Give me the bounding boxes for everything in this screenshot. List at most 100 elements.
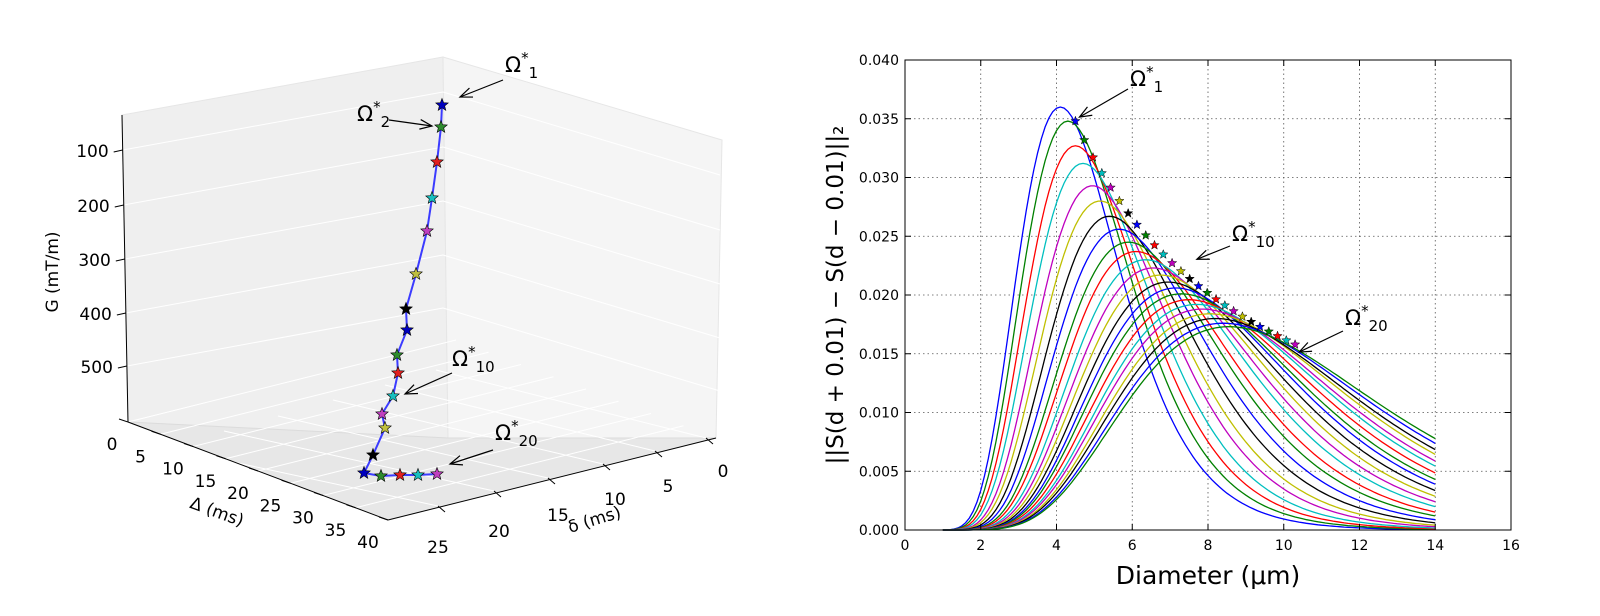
optimal-marker xyxy=(1149,239,1160,250)
x-tick-label-2d: 0 xyxy=(901,538,910,554)
optimal-marker xyxy=(1219,299,1231,310)
optimal-marker xyxy=(1263,325,1274,336)
y-tick-label: 0 xyxy=(107,435,118,455)
annotations-2d: Ω*1 Ω*10 Ω*20 xyxy=(1078,63,1388,353)
peak-markers-2d xyxy=(1070,115,1301,349)
curve-line xyxy=(942,313,1436,531)
curve-line xyxy=(942,308,1436,531)
optimal-marker xyxy=(1166,257,1178,268)
trajectory-marker xyxy=(430,466,444,480)
y-tick-mark xyxy=(183,443,194,447)
x-tick-label-2d: 6 xyxy=(1128,538,1137,554)
omega-10-label: Ω*10 xyxy=(1232,218,1275,251)
optimal-marker xyxy=(1289,338,1301,349)
y-tick-label: 30 xyxy=(292,509,314,529)
trajectory-marker xyxy=(409,266,423,280)
x-tick-label: 25 xyxy=(427,538,449,558)
x-tick-mark xyxy=(654,450,663,458)
trajectory-marker xyxy=(374,468,388,482)
optimal-marker xyxy=(1070,115,1081,126)
optimal-marker xyxy=(1281,334,1292,345)
curve-line xyxy=(942,215,1436,531)
x-tick-label: 0 xyxy=(718,462,729,482)
grid-x-floor xyxy=(384,384,656,452)
trajectory-marker xyxy=(400,322,414,336)
z-tick-label: 100 xyxy=(76,142,108,162)
optimal-marker xyxy=(1087,151,1099,162)
optimal-marker xyxy=(1237,311,1248,322)
grid-y-floor xyxy=(160,351,489,435)
z-tick-label: 200 xyxy=(77,197,109,217)
z-tick-mark xyxy=(114,204,124,208)
z-axis-line xyxy=(121,114,129,423)
z-tick-label: 400 xyxy=(79,305,111,325)
pane-left xyxy=(121,56,449,439)
grid-x-floor xyxy=(167,447,439,507)
omega-20-arrow xyxy=(448,449,494,466)
y-tick-label-2d: 0.035 xyxy=(859,112,899,128)
optimal-marker xyxy=(1105,182,1116,193)
chart-2d: 0 2 4 6 8 10 12 14 16 0.000 0.005 0.010 0.015 0.020 0.… xyxy=(823,53,1520,590)
y-tick-label: 25 xyxy=(260,496,282,516)
grid-x-floor xyxy=(277,415,549,479)
trajectory-marker xyxy=(357,465,371,479)
curve-line xyxy=(942,326,1436,531)
y-tick-label-2d: 0.010 xyxy=(859,406,899,422)
omega-10-arrow xyxy=(403,372,453,395)
trajectory-marker xyxy=(366,447,380,461)
z-tick-label: 500 xyxy=(80,358,112,378)
curve-line xyxy=(942,185,1436,531)
trajectory-marker xyxy=(386,388,400,402)
curve-line xyxy=(942,145,1436,531)
y-tick-label-2d: 0.025 xyxy=(859,229,899,245)
ticks-3d: 1002003004005000510152025303540051015202… xyxy=(76,142,728,558)
y-tick-label: 20 xyxy=(227,484,249,504)
grid-z-right xyxy=(442,91,721,176)
grid-x-floor xyxy=(223,430,495,492)
grid-z-left xyxy=(124,200,444,260)
curve-line xyxy=(942,303,1436,531)
trajectory-marker xyxy=(425,190,439,204)
curve-line xyxy=(942,281,1436,531)
y-tick-mark xyxy=(346,504,356,509)
optimal-marker xyxy=(1079,134,1090,145)
trajectory-marker xyxy=(434,119,448,133)
grid-y-floor xyxy=(225,376,554,460)
omega-20-arrow xyxy=(1297,330,1344,353)
trajectory-3d xyxy=(357,97,449,482)
x-axis-label-2d: Diameter (μm) xyxy=(1116,561,1300,590)
y-tick-mark xyxy=(281,479,291,484)
optimal-marker xyxy=(1193,280,1204,291)
y-tick-mark xyxy=(313,492,324,496)
curve-line xyxy=(942,228,1436,531)
grid-z-right xyxy=(442,307,721,392)
curve-line xyxy=(942,322,1436,531)
omega-2-label: Ω*2 xyxy=(357,98,390,131)
omega-1-label: Ω*1 xyxy=(1130,63,1163,96)
chart-3d: 1002003004005000510152025303540051015202… xyxy=(43,49,728,558)
curve-line xyxy=(942,162,1436,531)
curve-line xyxy=(942,200,1436,531)
trajectory-marker xyxy=(430,154,444,168)
x-tick-mark xyxy=(705,437,714,445)
optimal-marker xyxy=(1140,229,1152,240)
optimal-marker xyxy=(1254,321,1266,332)
x-tick-mark xyxy=(602,463,611,471)
grid-z-left xyxy=(126,307,444,367)
z-tick-mark xyxy=(117,365,128,369)
grid-z-right xyxy=(442,254,721,339)
omega-20-label: Ω*20 xyxy=(495,417,538,450)
z-tick-mark xyxy=(113,149,123,153)
x-tick-label-2d: 2 xyxy=(976,538,985,554)
ticks-2d: 0 2 4 6 8 10 12 14 16 0.000 0.005 0.010 0.015 0.020 0.… xyxy=(859,53,1520,554)
x-tick-label: 15 xyxy=(547,506,569,526)
curve-line xyxy=(942,106,1436,531)
y-tick-mark xyxy=(378,516,389,521)
x-tick-label-2d: 12 xyxy=(1351,538,1369,554)
grid-z-right xyxy=(442,200,721,285)
y-tick-label: 40 xyxy=(357,533,379,553)
y-tick-label: 35 xyxy=(325,521,347,541)
grid-z-left xyxy=(123,146,444,206)
omega-1-arrow xyxy=(458,79,504,98)
y-tick-label-2d: 0.030 xyxy=(859,171,899,187)
